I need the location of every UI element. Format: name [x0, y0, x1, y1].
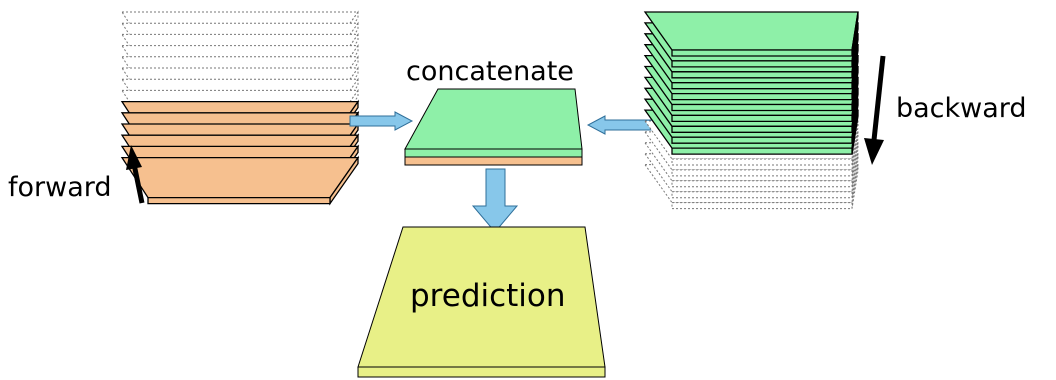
concatenate-block [404, 88, 583, 166]
forward-arrow-icon [126, 145, 145, 204]
backward-arrow-icon [864, 55, 886, 165]
concat-to-prediction-arrow-icon [471, 168, 519, 233]
right-to-concat-arrow-icon [586, 115, 658, 135]
concatenate-label: concatenate [406, 56, 574, 87]
backward-label: backward [896, 93, 1027, 124]
prediction-block [357, 226, 606, 378]
forward-layer-stack [120, 10, 360, 206]
left-to-concat-arrow-icon [349, 111, 414, 131]
prediction-label: prediction [410, 278, 566, 314]
forward-layer-plate [120, 155, 360, 206]
forward-label: forward [8, 172, 112, 203]
backward-layer-plate [643, 11, 859, 57]
backward-layer-stack [643, 11, 859, 210]
